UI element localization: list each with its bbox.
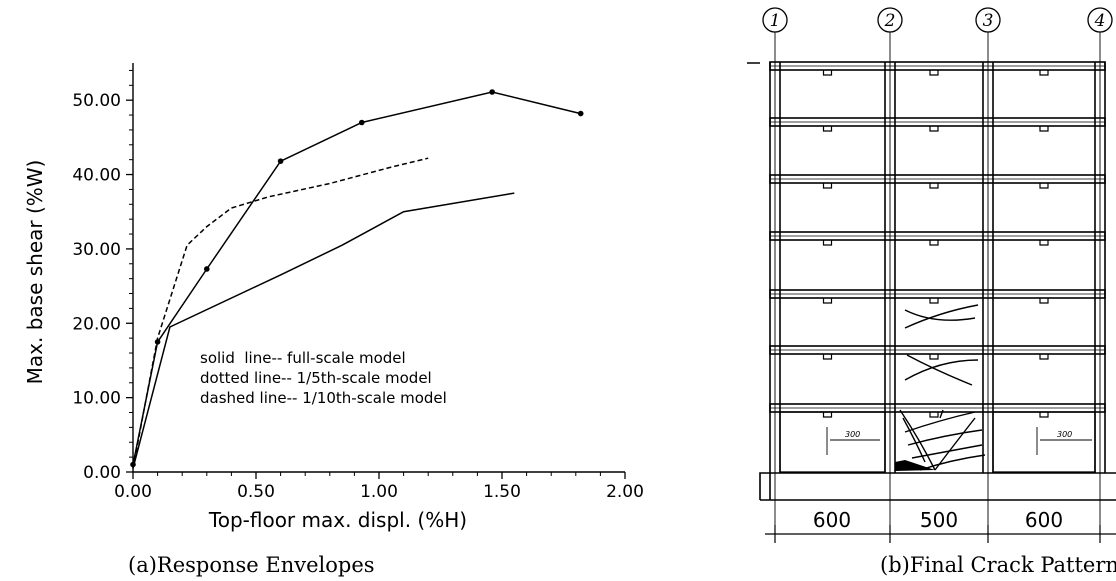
x-tick-label: 2.00 [606,482,644,502]
crack-lines [899,304,986,471]
gridline-markers: 1 2 3 4 [762,7,1113,33]
y-axis-title: Max. base shear (%W) [23,160,47,385]
beam-notch [1039,70,1049,76]
series-marker [577,110,584,117]
beam-notch [822,354,833,360]
gridline-label-1: 1 [770,11,781,31]
beam-notch [929,240,939,246]
x-tick-label: 1.00 [360,482,398,502]
beam-notch [929,126,939,132]
gridline-axes [774,32,1101,540]
bay-dim-2: 500 [920,508,958,532]
frame-beams [769,61,1106,418]
beam-notch [929,412,939,418]
x-axis-title: Top-floor max. displ. (%H) [208,508,467,532]
y-tick-label: 40.00 [72,166,121,186]
beam-notch [1039,126,1049,132]
y-tick-label: 20.00 [72,314,121,334]
beam-notch [1039,412,1049,418]
bay-dim-3: 600 [1025,508,1063,532]
beam-notch [929,298,939,304]
caption-right: (b)Final Crack Pattern [880,553,1116,577]
beam-notch [929,70,939,76]
beam-notch [822,412,833,418]
legend-entry-dotted: dotted line-- 1/5th-scale model [200,369,432,387]
gridline-label-3: 3 [983,11,994,31]
bay-dim-1: 600 [813,508,851,532]
dimension-line [765,525,1116,543]
series-marker [358,119,365,126]
gridline-label-4: 4 [1094,11,1106,31]
gridline-label-2: 2 [884,11,896,31]
caption-left: (a)Response Envelopes [128,553,375,577]
beam-notch [822,240,833,246]
y-tick-label: 30.00 [72,240,121,260]
series-marker [204,266,210,272]
y-tick-label: 0.00 [83,463,121,483]
beam-notch [822,298,833,304]
series-line-solid [132,192,515,469]
plot-tick-labels: 0.00 0.50 1.00 1.50 2.00 0.00 10.00 20.00 30.00 4… [72,91,644,502]
x-tick-label: 0.50 [237,482,275,502]
series-line-solid-markers [132,91,581,465]
legend-entry-dashed: dashed line-- 1/10th-scale model [200,389,447,407]
x-tick-label: 1.50 [483,482,521,502]
series-marker [277,158,284,164]
infill-walls [779,411,1096,473]
beam-notch [1039,298,1049,304]
wall-dimension-left [826,427,880,455]
y-tick-label: 50.00 [72,91,121,111]
beam-notch [822,126,833,132]
wall-dim-left: 300 [845,430,860,439]
plot-series [130,89,584,469]
frame-crack-pattern: 1 2 3 4 [747,7,1116,577]
beam-notch [929,183,939,189]
beam-notch [822,183,833,189]
series-line-dashed [132,157,429,469]
crushed-zone [895,460,935,471]
beam-notch [1039,183,1049,189]
beam-notch [1039,354,1049,360]
wall-dimension-right [1036,427,1092,455]
y-tick-label: 10.00 [72,389,121,409]
beam-notch [822,70,833,76]
beam-notch [929,354,939,360]
plot-ticks [126,69,626,479]
beam-notch [1039,240,1049,246]
foundation [759,472,1116,501]
response-envelope-chart: 0.00 0.50 1.00 1.50 2.00 0.00 10.00 20.00 30.00 4… [23,63,644,577]
x-tick-label: 0.00 [114,482,152,502]
legend: solid line-- full-scale model dotted lin… [200,349,447,407]
series-marker [489,89,495,95]
legend-entry-solid: solid line-- full-scale model [200,349,406,367]
wall-dim-right: 300 [1057,430,1072,439]
